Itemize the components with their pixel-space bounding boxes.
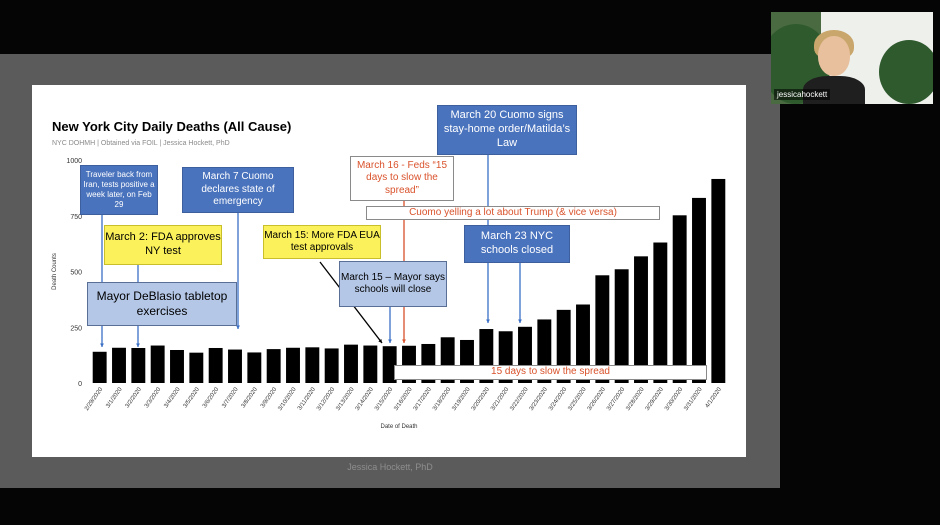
arrowhead (378, 339, 382, 343)
x-tick-label: 3/4/2020 (163, 386, 182, 409)
x-tick-label: 3/27/2020 (606, 386, 627, 412)
bar (208, 347, 223, 383)
x-tick-label: 4/1/2020 (705, 386, 724, 409)
annotation-cuomo-trump: Cuomo yelling a lot about Trump (& vice … (366, 206, 660, 220)
participant-video[interactable]: jessicahockett (771, 12, 933, 104)
x-tick-label: 3/18/2020 (432, 386, 453, 412)
annotation-march-23: March 23 NYC schools closed (464, 225, 570, 263)
x-tick-label: 3/28/2020 (625, 386, 646, 412)
participant-face (818, 36, 850, 76)
presentation-slide: New York City Daily Deaths (All Cause) NY… (32, 85, 746, 457)
bar-chart: New York City Daily Deaths (All Cause) NY… (52, 119, 726, 430)
y-axis-label: Death Counts (52, 253, 58, 290)
arrowhead (236, 325, 240, 329)
bar (344, 344, 358, 383)
x-tick-label: 2/29/2020 (84, 386, 105, 412)
x-tick-label: 3/7/2020 (221, 386, 240, 409)
x-tick-label: 3/29/2020 (645, 386, 666, 412)
bar (692, 197, 706, 383)
x-tick-label: 3/30/2020 (664, 386, 685, 412)
bar (634, 256, 648, 383)
y-tick-label: 1000 (66, 158, 82, 165)
slide-footer: Jessica Hockett, PhD (347, 462, 433, 472)
bar (228, 349, 242, 383)
x-axis-label: Date of Death (380, 424, 417, 430)
y-tick-label: 750 (70, 214, 82, 221)
bar (363, 345, 378, 383)
x-tick-label: 3/24/2020 (548, 386, 569, 412)
x-tick-label: 3/19/2020 (451, 386, 472, 412)
bar (672, 215, 687, 383)
x-tick-label: 3/3/2020 (144, 386, 163, 409)
x-tick-label: 3/8/2020 (241, 386, 260, 409)
x-tick-label: 3/14/2020 (355, 386, 376, 412)
bar (131, 347, 146, 383)
annotation-deblasio: Mayor DeBlasio tabletop exercises (87, 282, 237, 326)
bar (653, 242, 668, 383)
bar (286, 347, 300, 383)
y-tick-label: 500 (70, 270, 82, 277)
bar (112, 347, 126, 383)
annotation-march-15-fda: March 15: More FDA EUA test approvals (263, 225, 381, 259)
bar (595, 275, 610, 383)
x-tick-label: 3/25/2020 (567, 386, 588, 412)
annotation-march-15-mayor: March 15 – Mayor says schools will close (339, 261, 447, 307)
bar (170, 349, 184, 383)
x-tick-label: 3/2/2020 (125, 386, 144, 409)
bar (150, 345, 165, 383)
x-tick-label: 3/16/2020 (393, 386, 414, 412)
bar (576, 304, 590, 383)
x-tick-label: 3/31/2020 (683, 386, 704, 412)
x-tick-label: 3/23/2020 (529, 386, 550, 412)
x-tick-label: 3/20/2020 (471, 386, 492, 412)
arrowhead (402, 339, 406, 343)
arrowhead (518, 319, 522, 323)
bar (382, 346, 397, 383)
x-tick-label: 3/11/2020 (297, 386, 317, 411)
x-tick-label: 3/9/2020 (260, 386, 279, 409)
annotation-traveler: Traveler back from Iran, tests positive … (80, 165, 158, 215)
bar (189, 352, 204, 383)
bar (92, 351, 107, 383)
x-tick-label: 3/22/2020 (509, 386, 530, 412)
annotation-fifteen-days: 15 days to slow the spread (394, 365, 707, 380)
x-tick-label: 3/15/2020 (374, 386, 395, 412)
bar (711, 178, 726, 383)
bar (247, 352, 262, 383)
tree-right (879, 40, 933, 104)
x-tick-label: 3/10/2020 (277, 386, 298, 412)
annotation-march-16: March 16 - Feds “15 days to slow the spr… (350, 156, 454, 201)
bar (305, 347, 320, 383)
annotation-march-2: March 2: FDA approves NY test (104, 225, 222, 265)
arrowhead (136, 343, 140, 347)
x-tick-label: 3/6/2020 (202, 386, 221, 409)
annotation-march-7: March 7 Cuomo declares state of emergenc… (182, 167, 294, 213)
x-tick-label: 3/21/2020 (490, 386, 511, 412)
x-tick-label: 3/1/2020 (105, 386, 124, 409)
bar (614, 269, 629, 383)
y-tick-label: 250 (70, 325, 82, 332)
bar (556, 309, 571, 383)
x-tick-label: 3/26/2020 (587, 386, 608, 412)
x-tick-label: 3/17/2020 (413, 386, 434, 412)
bar (266, 349, 281, 383)
arrowhead (388, 339, 392, 343)
arrowhead (486, 319, 490, 323)
annotation-march-20: March 20 Cuomo signs stay-home order/Mat… (437, 105, 577, 155)
chart-title: New York City Daily Deaths (All Cause) (52, 119, 291, 134)
x-tick-label: 3/5/2020 (183, 386, 202, 409)
x-tick-label: 3/12/2020 (316, 386, 337, 412)
chart-subtitle: NYC DOHMH | Obtained via FOIL | Jessica … (52, 140, 230, 147)
participant-name-label: jessicahockett (774, 89, 831, 100)
x-tick-label: 3/13/2020 (335, 386, 356, 412)
y-tick-label: 0 (78, 381, 82, 388)
bar (324, 348, 339, 383)
arrowhead (100, 343, 104, 347)
